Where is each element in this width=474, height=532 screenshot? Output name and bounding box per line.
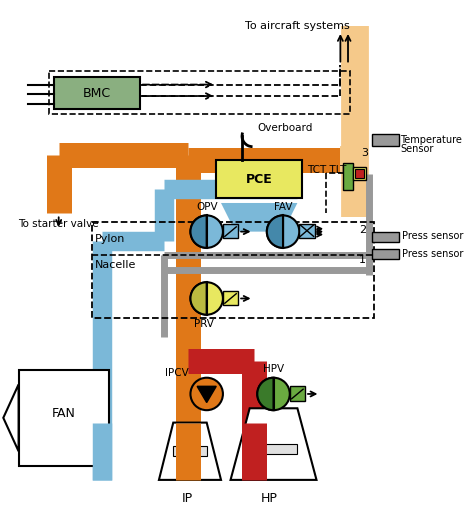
Bar [216,160,302,198]
Circle shape [191,215,223,248]
Bar [92,222,374,318]
Polygon shape [159,422,221,480]
Circle shape [191,282,223,315]
Text: Nacelle: Nacelle [95,260,137,270]
Bar [49,71,350,114]
Bar [223,291,238,305]
Circle shape [191,378,223,410]
Text: TCT TLT: TCT TLT [307,164,346,174]
Polygon shape [3,385,18,451]
Wedge shape [257,378,273,410]
Text: Temperature: Temperature [401,135,463,145]
Bar [372,249,399,259]
Bar [372,231,399,242]
Text: 1: 1 [359,255,366,265]
Text: HP: HP [260,493,277,505]
Bar [372,134,399,146]
Wedge shape [191,215,207,248]
Polygon shape [173,446,207,456]
Polygon shape [197,386,216,403]
Text: PCE: PCE [246,172,273,186]
Text: IPCV: IPCV [165,368,189,378]
Bar [355,169,364,178]
Text: PRV: PRV [194,319,214,329]
Text: 2: 2 [359,225,366,235]
Text: Press sensor: Press sensor [402,231,464,242]
Bar [343,163,353,189]
Bar [353,167,366,180]
Wedge shape [191,282,207,315]
Bar [299,224,315,238]
Text: Overboard: Overboard [257,123,313,134]
Polygon shape [230,408,317,480]
Bar [54,77,140,110]
Circle shape [267,215,299,248]
Bar [290,386,305,401]
Text: IP: IP [182,493,193,505]
Text: 3: 3 [361,148,368,159]
Bar [18,370,109,466]
Text: Sensor: Sensor [401,144,434,154]
Text: To starter valve: To starter valve [18,219,99,229]
Polygon shape [221,203,297,231]
Text: FAV: FAV [274,202,292,212]
Text: Pylon: Pylon [95,234,125,244]
Text: Press sensor: Press sensor [402,248,464,259]
Wedge shape [267,215,283,248]
Text: OPV: OPV [196,202,218,212]
Text: BMC: BMC [83,87,111,99]
Circle shape [257,378,290,410]
Text: To aircraft systems: To aircraft systems [245,21,350,31]
Polygon shape [250,444,297,454]
Text: FAN: FAN [52,406,76,420]
Bar [223,224,238,238]
Text: HPV: HPV [263,364,284,374]
